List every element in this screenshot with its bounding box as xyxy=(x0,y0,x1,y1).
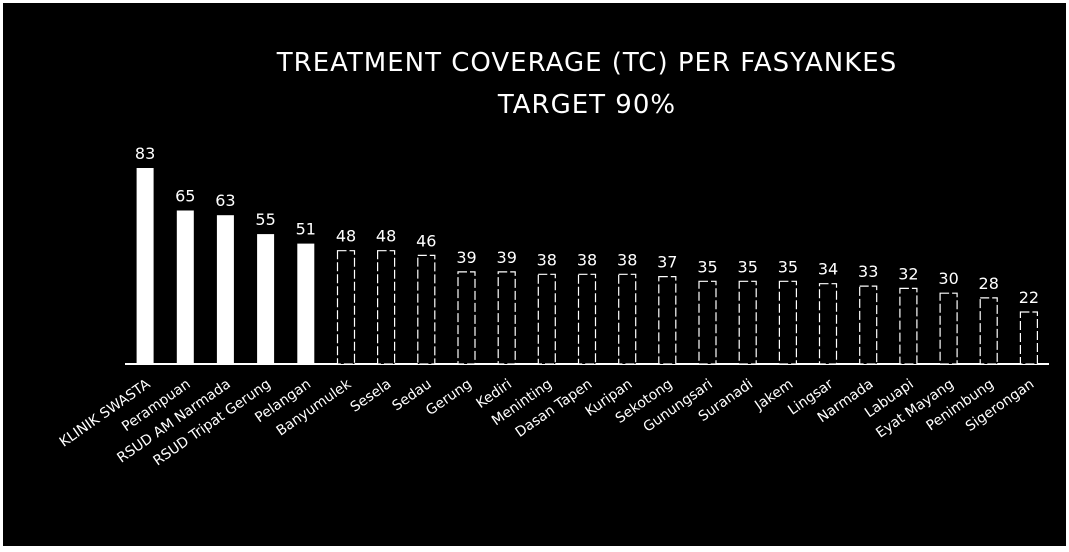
value-label-21: 30 xyxy=(938,269,958,288)
bar-8 xyxy=(417,254,436,365)
value-label-10: 39 xyxy=(497,248,517,267)
value-label-14: 37 xyxy=(657,253,677,272)
bars-group xyxy=(136,168,1039,365)
value-label-5: 51 xyxy=(296,220,316,239)
bar-5 xyxy=(297,243,315,364)
bar-12 xyxy=(577,273,597,365)
bar-10 xyxy=(497,271,516,365)
bar-17 xyxy=(778,280,798,365)
bar-22 xyxy=(979,297,998,365)
bar-13 xyxy=(618,273,637,365)
value-label-13: 38 xyxy=(617,250,637,269)
value-label-8: 46 xyxy=(416,231,436,250)
value-label-2: 65 xyxy=(175,187,195,206)
value-label-12: 38 xyxy=(577,250,597,269)
value-label-17: 35 xyxy=(778,257,798,276)
bar-19 xyxy=(859,285,878,365)
value-label-6: 48 xyxy=(336,227,356,246)
bar-7 xyxy=(377,250,396,365)
bar-3 xyxy=(216,215,234,364)
value-label-3: 63 xyxy=(215,191,235,210)
value-label-23: 22 xyxy=(1019,288,1039,307)
bar-2 xyxy=(176,210,194,364)
value-label-22: 28 xyxy=(979,274,999,293)
value-label-4: 55 xyxy=(255,210,275,229)
value-label-19: 33 xyxy=(858,262,878,281)
bar-23 xyxy=(1019,311,1039,365)
value-label-1: 83 xyxy=(135,144,155,163)
bar-18 xyxy=(818,283,838,365)
bar-11 xyxy=(537,273,556,365)
chart-subtitle: TARGET 90% xyxy=(497,90,676,120)
value-label-16: 35 xyxy=(738,257,758,276)
bar-chart: TREATMENT COVERAGE (TC) PER FASYANKES TA… xyxy=(57,48,1049,470)
bar-16 xyxy=(738,280,757,365)
x-tick-label-9: Gerung xyxy=(423,376,475,419)
bar-15 xyxy=(698,280,717,365)
value-label-11: 38 xyxy=(537,250,557,269)
bar-21 xyxy=(939,292,958,365)
bar-1 xyxy=(136,168,154,364)
value-labels-group: 83 65 63 55 51 48 48 46 39 39 38 38 38 37 35 35 35 34 33 32… xyxy=(135,144,1039,307)
bar-6 xyxy=(336,250,356,365)
value-label-7: 48 xyxy=(376,227,396,246)
value-label-15: 35 xyxy=(697,257,717,276)
value-label-20: 32 xyxy=(898,264,918,283)
chart-title: TREATMENT COVERAGE (TC) PER FASYANKES xyxy=(276,48,897,78)
value-label-9: 39 xyxy=(456,248,476,267)
bar-14 xyxy=(658,276,677,365)
bar-20 xyxy=(899,287,918,365)
bar-4 xyxy=(257,234,275,364)
value-label-18: 34 xyxy=(818,260,838,279)
x-tick-label-7: Sesela xyxy=(348,376,395,415)
bar-9 xyxy=(457,271,476,365)
